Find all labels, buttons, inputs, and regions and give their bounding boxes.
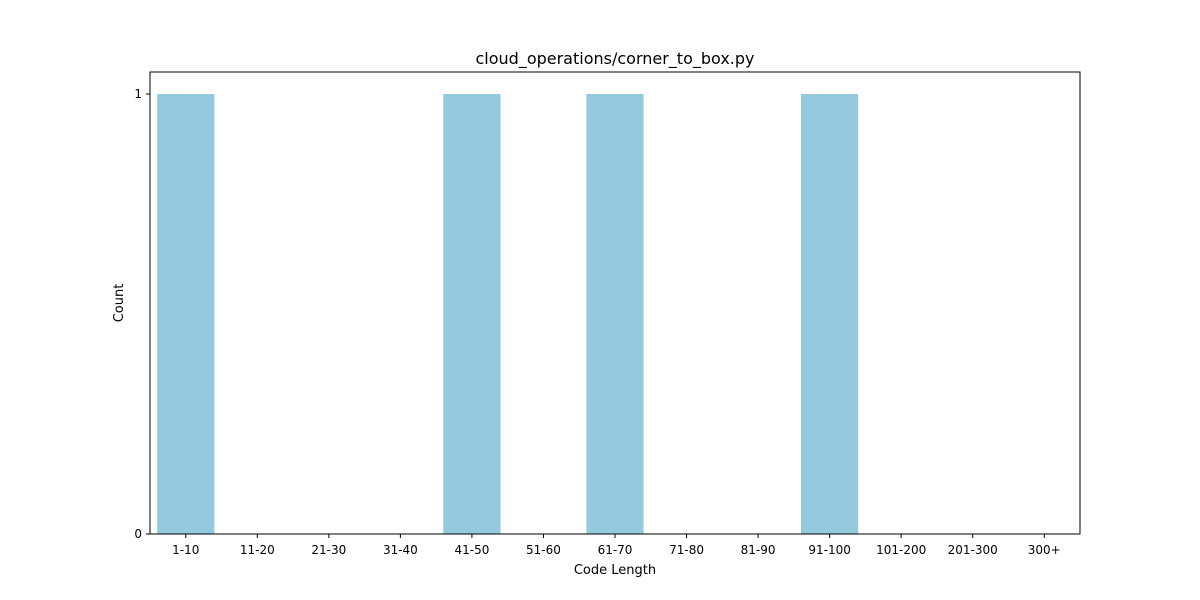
x-axis-label: Code Length: [574, 563, 656, 578]
x-tick-label: 41-50: [454, 543, 489, 557]
y-axis-label: Count: [112, 284, 127, 323]
y-axis: 01: [134, 87, 150, 541]
x-tick-label: 61-70: [598, 543, 633, 557]
x-tick-label: 31-40: [383, 543, 418, 557]
x-tick-label: 101-200: [876, 543, 926, 557]
x-tick-label: 51-60: [526, 543, 561, 557]
y-tick-label: 0: [134, 527, 142, 541]
x-tick-label: 21-30: [311, 543, 346, 557]
x-tick-label: 71-80: [669, 543, 704, 557]
bar-61-70: [586, 94, 644, 534]
x-tick-label: 1-10: [172, 543, 199, 557]
x-tick-label: 201-300: [948, 543, 998, 557]
x-tick-label: 300+: [1028, 543, 1061, 557]
bar-41-50: [443, 94, 501, 534]
x-axis: 1-10 11-20 21-30 31-40 41-50 51-60 61-70 71-80 8…: [172, 534, 1061, 557]
x-tick-label: 81-90: [741, 543, 776, 557]
y-tick-label: 1: [134, 87, 142, 101]
bar-1-10: [157, 94, 215, 534]
x-tick-label: 91-100: [808, 543, 851, 557]
chart-title: cloud_operations/corner_to_box.py: [475, 49, 754, 69]
x-tick-label: 11-20: [240, 543, 275, 557]
bar-91-100: [801, 94, 859, 534]
bars-group: [157, 94, 859, 534]
